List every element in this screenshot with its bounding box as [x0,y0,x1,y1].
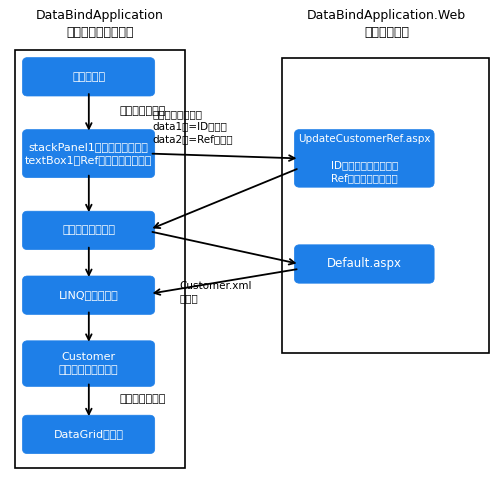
FancyBboxPatch shape [22,415,155,454]
Text: バインディング: バインディング [120,107,166,116]
Text: DataGridへ出力: DataGridへ出力 [53,430,124,439]
Text: LINQによる処理: LINQによる処理 [59,290,118,300]
Text: バインディング: バインディング [120,395,166,404]
FancyBboxPatch shape [22,211,155,250]
Text: DataBindApplication.Web
（サーバ側）: DataBindApplication.Web （サーバ側） [307,9,466,39]
FancyBboxPatch shape [22,276,155,314]
Text: Customer
クラスオブジェクト: Customer クラスオブジェクト [59,352,118,375]
Text: Default.aspx: Default.aspx [327,257,402,271]
FancyBboxPatch shape [294,130,434,187]
Text: DataBindApplication
（クライアント側）: DataBindApplication （クライアント側） [36,9,164,39]
FancyBboxPatch shape [22,130,155,178]
Text: イベントハンドラ: イベントハンドラ [62,226,115,235]
Text: Customer.xml
の内容: Customer.xml の内容 [180,281,252,303]
FancyBboxPatch shape [22,341,155,386]
Text: UpdateCustomerRef.aspx

ID要素で顧客を特定し
Ref要素の内容を更新: UpdateCustomerRef.aspx ID要素で顧客を特定し Ref要素… [298,133,431,183]
Text: クエリストリング
data1（=ID要素）
data2（=Ref要素）: クエリストリング data1（=ID要素） data2（=Ref要素） [152,109,233,144]
FancyBboxPatch shape [294,245,434,283]
FancyBboxPatch shape [22,58,155,96]
Text: stackPanel1内に各要素を表示
textBox1でRef要素の変更を取得: stackPanel1内に各要素を表示 textBox1でRef要素の変更を取得 [25,142,152,165]
Text: 顧客を選択: 顧客を選択 [72,72,105,82]
